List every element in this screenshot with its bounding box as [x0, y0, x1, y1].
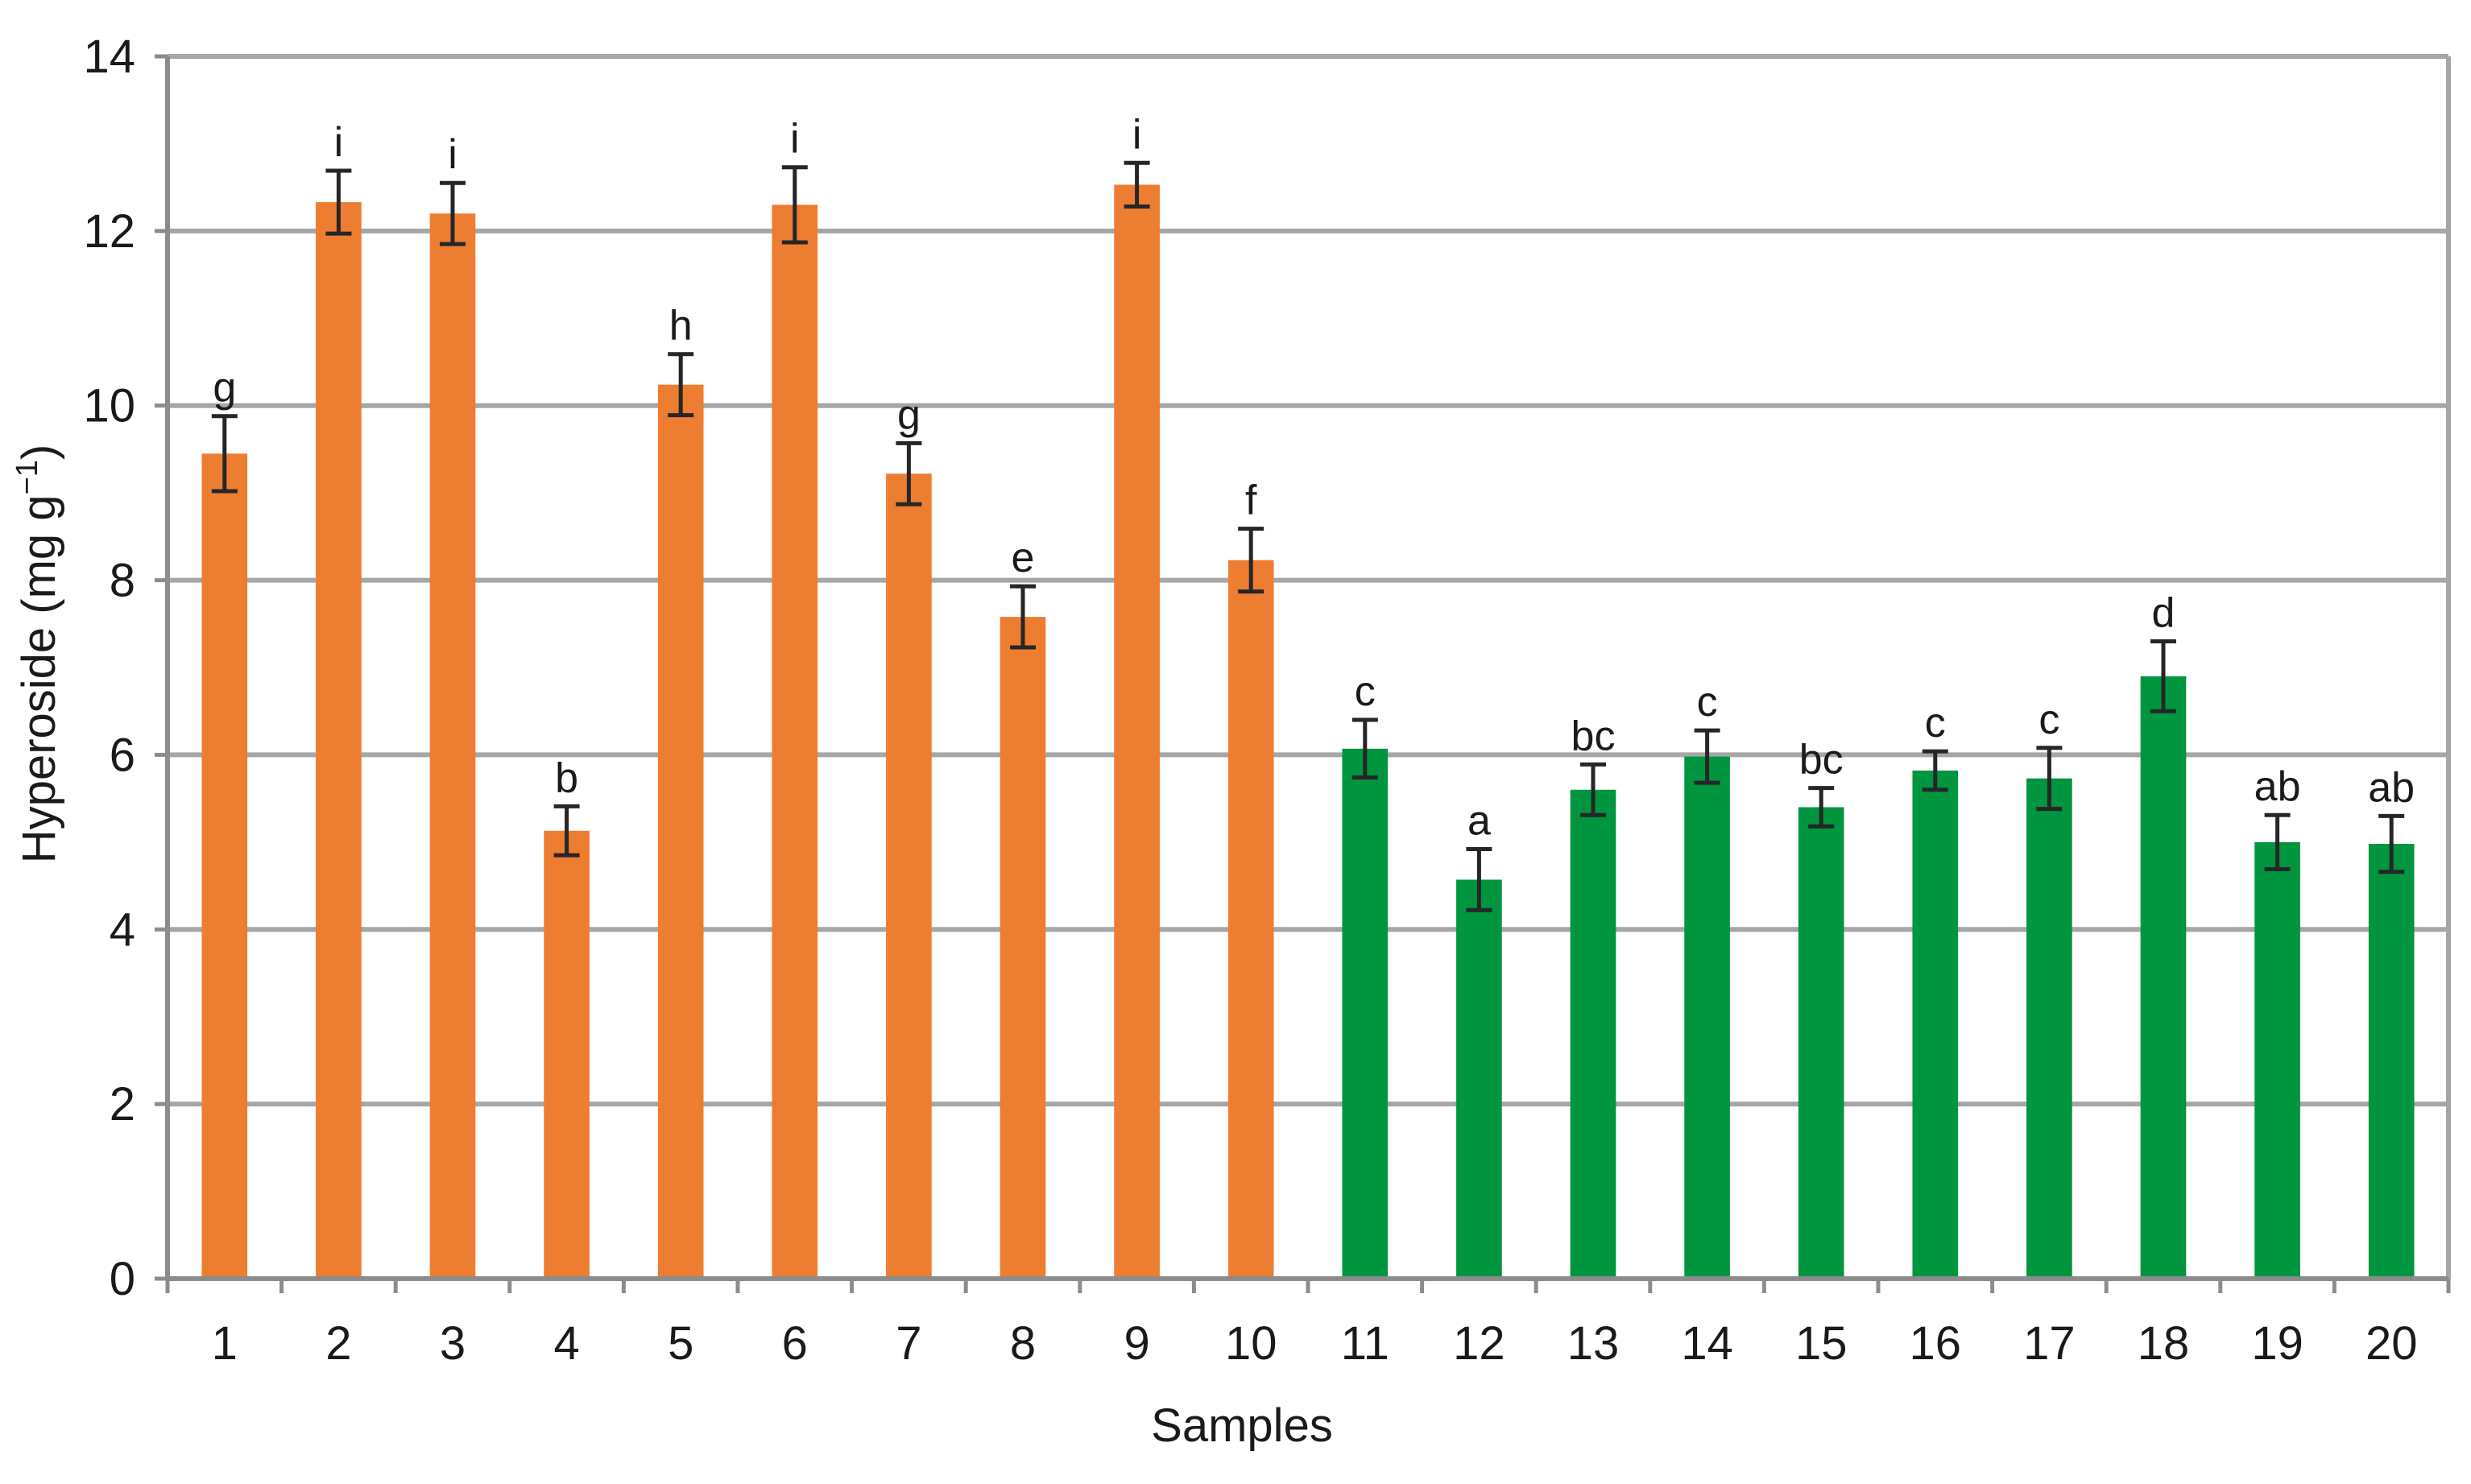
- x-tick-label: 17: [2023, 1317, 2076, 1370]
- bar: [1000, 617, 1046, 1279]
- x-tick-label: 2: [325, 1317, 351, 1370]
- significance-label: c: [1697, 679, 1718, 725]
- significance-label: g: [897, 391, 921, 438]
- x-tick-label: 14: [1681, 1317, 1733, 1370]
- x-tick-label: 4: [553, 1317, 579, 1370]
- significance-label: b: [555, 754, 578, 801]
- significance-label: bc: [1799, 737, 1844, 783]
- x-tick-label: 15: [1795, 1317, 1848, 1370]
- bar: [1570, 789, 1616, 1279]
- y-tick-label: 12: [83, 205, 135, 258]
- x-tick-label: 3: [440, 1317, 466, 1370]
- y-tick-label: 8: [110, 555, 135, 607]
- significance-label: i: [448, 131, 457, 178]
- significance-label: i: [790, 116, 800, 163]
- x-tick-label: 16: [1910, 1317, 1962, 1370]
- x-tick-label: 18: [2138, 1317, 2190, 1370]
- bar: [2026, 778, 2072, 1279]
- significance-label: g: [213, 365, 236, 411]
- y-tick-label: 14: [83, 31, 135, 83]
- bar: [316, 202, 362, 1279]
- y-tick-label: 2: [110, 1078, 135, 1131]
- bar: [1114, 184, 1160, 1279]
- significance-label: h: [669, 303, 693, 349]
- x-tick-label: 8: [1010, 1317, 1036, 1370]
- y-axis-title-close: ): [13, 444, 65, 460]
- x-tick-label: 20: [2365, 1317, 2418, 1370]
- bar: [2140, 676, 2187, 1279]
- bar: [429, 213, 476, 1279]
- x-tick-label: 10: [1225, 1317, 1277, 1370]
- y-axis-title: Hyperoside (mg g−1): [10, 444, 65, 863]
- y-tick-label: 10: [83, 380, 135, 432]
- x-tick-label: 5: [668, 1317, 693, 1370]
- y-axis-title-superscript: −1: [10, 460, 44, 494]
- significance-label: c: [1925, 700, 1946, 746]
- bar: [201, 453, 248, 1279]
- significance-label: a: [1467, 798, 1491, 845]
- significance-label: i: [1132, 111, 1142, 158]
- axes: [155, 54, 2451, 1293]
- bar: [1912, 770, 1959, 1279]
- significance-label: ab: [2368, 764, 2415, 811]
- x-tick-label: 9: [1124, 1317, 1149, 1370]
- x-tick-label: 11: [1341, 1317, 1389, 1370]
- significance-label: i: [334, 119, 344, 166]
- x-tick-label: 7: [896, 1317, 921, 1370]
- y-tick-label: 0: [110, 1253, 135, 1305]
- significance-label: f: [1245, 477, 1257, 524]
- significance-label: d: [2152, 589, 2175, 636]
- bar: [544, 830, 590, 1279]
- significance-label: e: [1012, 535, 1035, 581]
- y-tick-label: 6: [110, 729, 135, 781]
- significance-label: ab: [2254, 763, 2301, 810]
- y-tick-label: 4: [110, 903, 135, 956]
- x-axis-title: Samples: [1151, 1399, 1333, 1452]
- significance-label: bc: [1571, 713, 1616, 759]
- x-tick-label: 1: [212, 1317, 238, 1370]
- bar: [657, 384, 704, 1279]
- x-tick-label: 12: [1453, 1317, 1505, 1370]
- bar: [772, 205, 818, 1279]
- bar: [2368, 844, 2415, 1279]
- bar: [1456, 879, 1502, 1279]
- x-tick-label: 19: [2251, 1317, 2303, 1370]
- bar: [1684, 756, 1730, 1279]
- significance-label: c: [1355, 668, 1376, 715]
- x-tick-label: 6: [782, 1317, 808, 1370]
- bar: [2254, 841, 2300, 1279]
- bar: [1798, 807, 1844, 1279]
- bars: [201, 160, 2415, 1279]
- bar: [1342, 748, 1389, 1279]
- significance-label: c: [2038, 697, 2059, 743]
- x-tick-label: 13: [1567, 1317, 1620, 1370]
- bar: [1227, 560, 1274, 1279]
- y-axis-title-main: Hyperoside (mg g: [13, 494, 65, 863]
- bar: [886, 473, 932, 1279]
- labels: 0 2 4 6 8 10 12 14 g 1 i 2 i 3 b 4 h 5 i 6 g 7 e 8 i 9 f 10 c 11 a 12 bc…: [83, 31, 2417, 1370]
- gridlines: [168, 54, 2451, 1279]
